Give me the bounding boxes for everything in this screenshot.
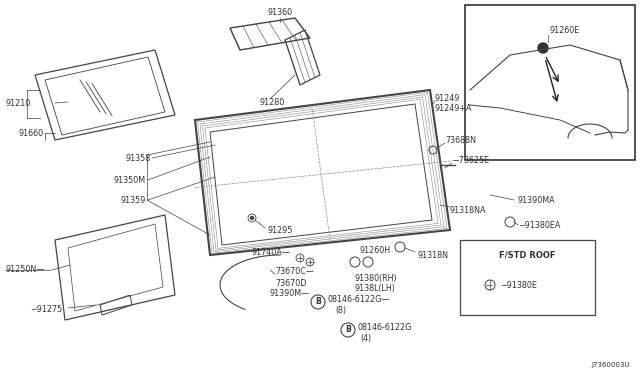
Circle shape xyxy=(538,43,548,53)
Text: 91660: 91660 xyxy=(18,128,43,138)
Text: 73670C—: 73670C— xyxy=(275,267,314,276)
Text: 91260E: 91260E xyxy=(550,26,580,35)
Text: (8): (8) xyxy=(335,307,346,315)
Text: 91250N—: 91250N— xyxy=(5,266,44,275)
Bar xyxy=(465,5,635,160)
Bar xyxy=(460,240,595,315)
Text: J7360003U: J7360003U xyxy=(591,362,630,368)
Text: 91359: 91359 xyxy=(120,196,145,205)
Text: 08146-6122G: 08146-6122G xyxy=(358,324,412,333)
Text: 91350M: 91350M xyxy=(113,176,145,185)
Text: 9138L(LH): 9138L(LH) xyxy=(355,283,396,292)
Text: B: B xyxy=(315,298,321,307)
Text: 91249+A: 91249+A xyxy=(435,103,472,112)
Text: −73625E: −73625E xyxy=(452,155,489,164)
Text: (4): (4) xyxy=(360,334,371,343)
Text: F/STD ROOF: F/STD ROOF xyxy=(499,250,556,260)
Text: 91360: 91360 xyxy=(268,7,292,16)
Text: 91210: 91210 xyxy=(5,99,30,108)
Text: 91280: 91280 xyxy=(260,97,285,106)
Text: 73688N: 73688N xyxy=(445,135,476,144)
Text: −91380EA: −91380EA xyxy=(518,221,561,230)
Text: 91318NA: 91318NA xyxy=(450,205,486,215)
Text: 91390M—: 91390M— xyxy=(270,289,310,298)
Text: 08146-6122G—: 08146-6122G— xyxy=(328,295,390,305)
Text: −91380E: −91380E xyxy=(500,280,537,289)
Text: −91275: −91275 xyxy=(30,305,62,314)
Text: 91295: 91295 xyxy=(268,225,294,234)
Text: 73670D: 73670D xyxy=(275,279,307,288)
Text: 91740A—: 91740A— xyxy=(252,247,291,257)
Circle shape xyxy=(250,217,253,219)
Text: 91358: 91358 xyxy=(125,154,150,163)
Text: B: B xyxy=(345,326,351,334)
Text: 91249: 91249 xyxy=(435,93,460,103)
Text: 91318N: 91318N xyxy=(418,250,449,260)
Text: 91390MA: 91390MA xyxy=(518,196,556,205)
Text: 91260H: 91260H xyxy=(360,246,391,254)
Text: 91380(RH): 91380(RH) xyxy=(355,273,397,282)
